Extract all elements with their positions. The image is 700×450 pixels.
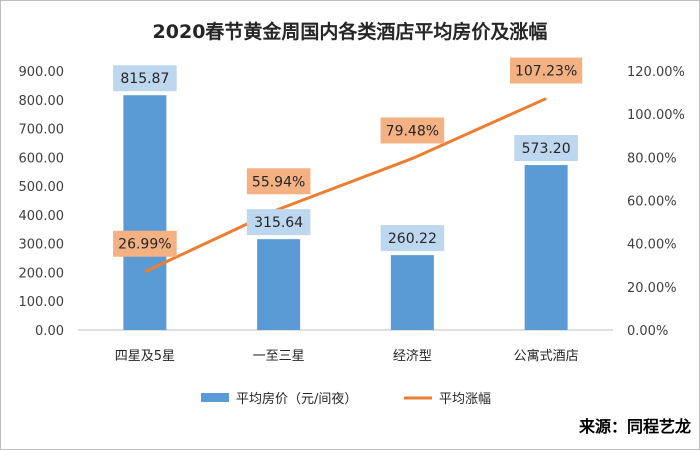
left-tick-label: 400.00 (19, 209, 65, 224)
line-point (411, 157, 413, 159)
bar-data-label-bg (246, 209, 311, 236)
bar-data-label-bg (113, 65, 177, 92)
bar-data-label-text: 315.64 (254, 215, 303, 231)
line-data-label-bg (510, 57, 583, 84)
left-tick-label: 500.00 (19, 180, 65, 195)
bar-data-label-text: 573.20 (522, 141, 571, 157)
left-tick-label: 100.00 (19, 295, 65, 310)
legend-label-bar: 平均房价（元/间夜） (236, 391, 357, 407)
right-tick-label: 60.00% (627, 195, 677, 210)
left-tick-label: 900.00 (19, 65, 65, 80)
legend: 平均房价（元/间夜） 平均涨幅 (201, 391, 491, 407)
line-data-label: 55.94% (246, 168, 311, 195)
line-data-label-text: 26.99% (118, 237, 171, 253)
line-data-label: 26.99% (113, 230, 177, 257)
bar-data-labels: 815.87 315.64 260.22 573.20 (113, 65, 578, 252)
bar-data-label: 573.20 (514, 135, 578, 162)
line-point (144, 271, 146, 273)
bar-data-label: 315.64 (246, 209, 311, 236)
chart-title: 2020春节黄金周国内各类酒店平均房价及涨幅 (153, 20, 548, 43)
legend-label-line: 平均涨幅 (439, 392, 491, 407)
bar-data-label-bg (514, 135, 578, 162)
line-data-label-text: 79.48% (386, 123, 439, 139)
left-tick-label: 0.00 (35, 324, 64, 339)
bar-data-label-text: 815.87 (120, 71, 169, 87)
line-data-label-bg (380, 117, 445, 144)
line-data-labels: 26.99% 55.94% 79.48% 107.23% (113, 57, 583, 257)
left-tick-label: 200.00 (19, 266, 65, 281)
bar-data-label-bg (380, 225, 445, 252)
legend-swatch-bar (201, 393, 229, 402)
line-data-label: 107.23% (510, 57, 583, 84)
right-tick-label: 120.00% (627, 65, 685, 80)
bar-data-label: 260.22 (380, 225, 445, 252)
left-axis-ticks: 0.00 100.00 200.00 300.00 400.00 500.00 600.00… (19, 65, 65, 339)
left-tick-label: 600.00 (19, 151, 65, 166)
bar-data-label-text: 260.22 (388, 231, 437, 247)
bar-series (123, 95, 568, 330)
line-path (144, 97, 547, 274)
category-label: 一至三星 (253, 349, 305, 364)
bar (257, 239, 301, 330)
line-data-label-text: 107.23% (515, 64, 577, 80)
bar (524, 165, 568, 330)
category-label: 公寓式酒店 (514, 348, 579, 364)
right-tick-label: 80.00% (627, 151, 677, 166)
line-data-label-bg (113, 230, 177, 257)
line-point (545, 98, 547, 100)
line-series (144, 97, 547, 274)
left-tick-label: 700.00 (19, 123, 65, 138)
right-tick-label: 20.00% (627, 281, 677, 296)
source-note: 来源：同程艺龙 (578, 417, 691, 436)
line-data-label-bg (246, 168, 311, 195)
line-data-label-text: 55.94% (252, 174, 305, 190)
right-tick-label: 40.00% (627, 238, 677, 253)
right-axis-ticks: 0.00% 20.00% 40.00% 60.00% 80.00% 100.00% 120.… (627, 65, 685, 339)
bar-data-label: 815.87 (113, 65, 177, 92)
right-tick-label: 0.00% (627, 324, 668, 339)
bar (123, 95, 167, 330)
left-tick-label: 300.00 (19, 238, 65, 253)
bar (390, 255, 434, 330)
right-tick-label: 100.00% (627, 108, 685, 123)
left-tick-label: 800.00 (19, 94, 65, 109)
category-label: 四星及5星 (115, 349, 175, 364)
category-label: 经济型 (393, 349, 432, 364)
category-labels: 四星及5星 一至三星 经济型 公寓式酒店 (115, 348, 579, 364)
line-data-label: 79.48% (380, 117, 445, 144)
